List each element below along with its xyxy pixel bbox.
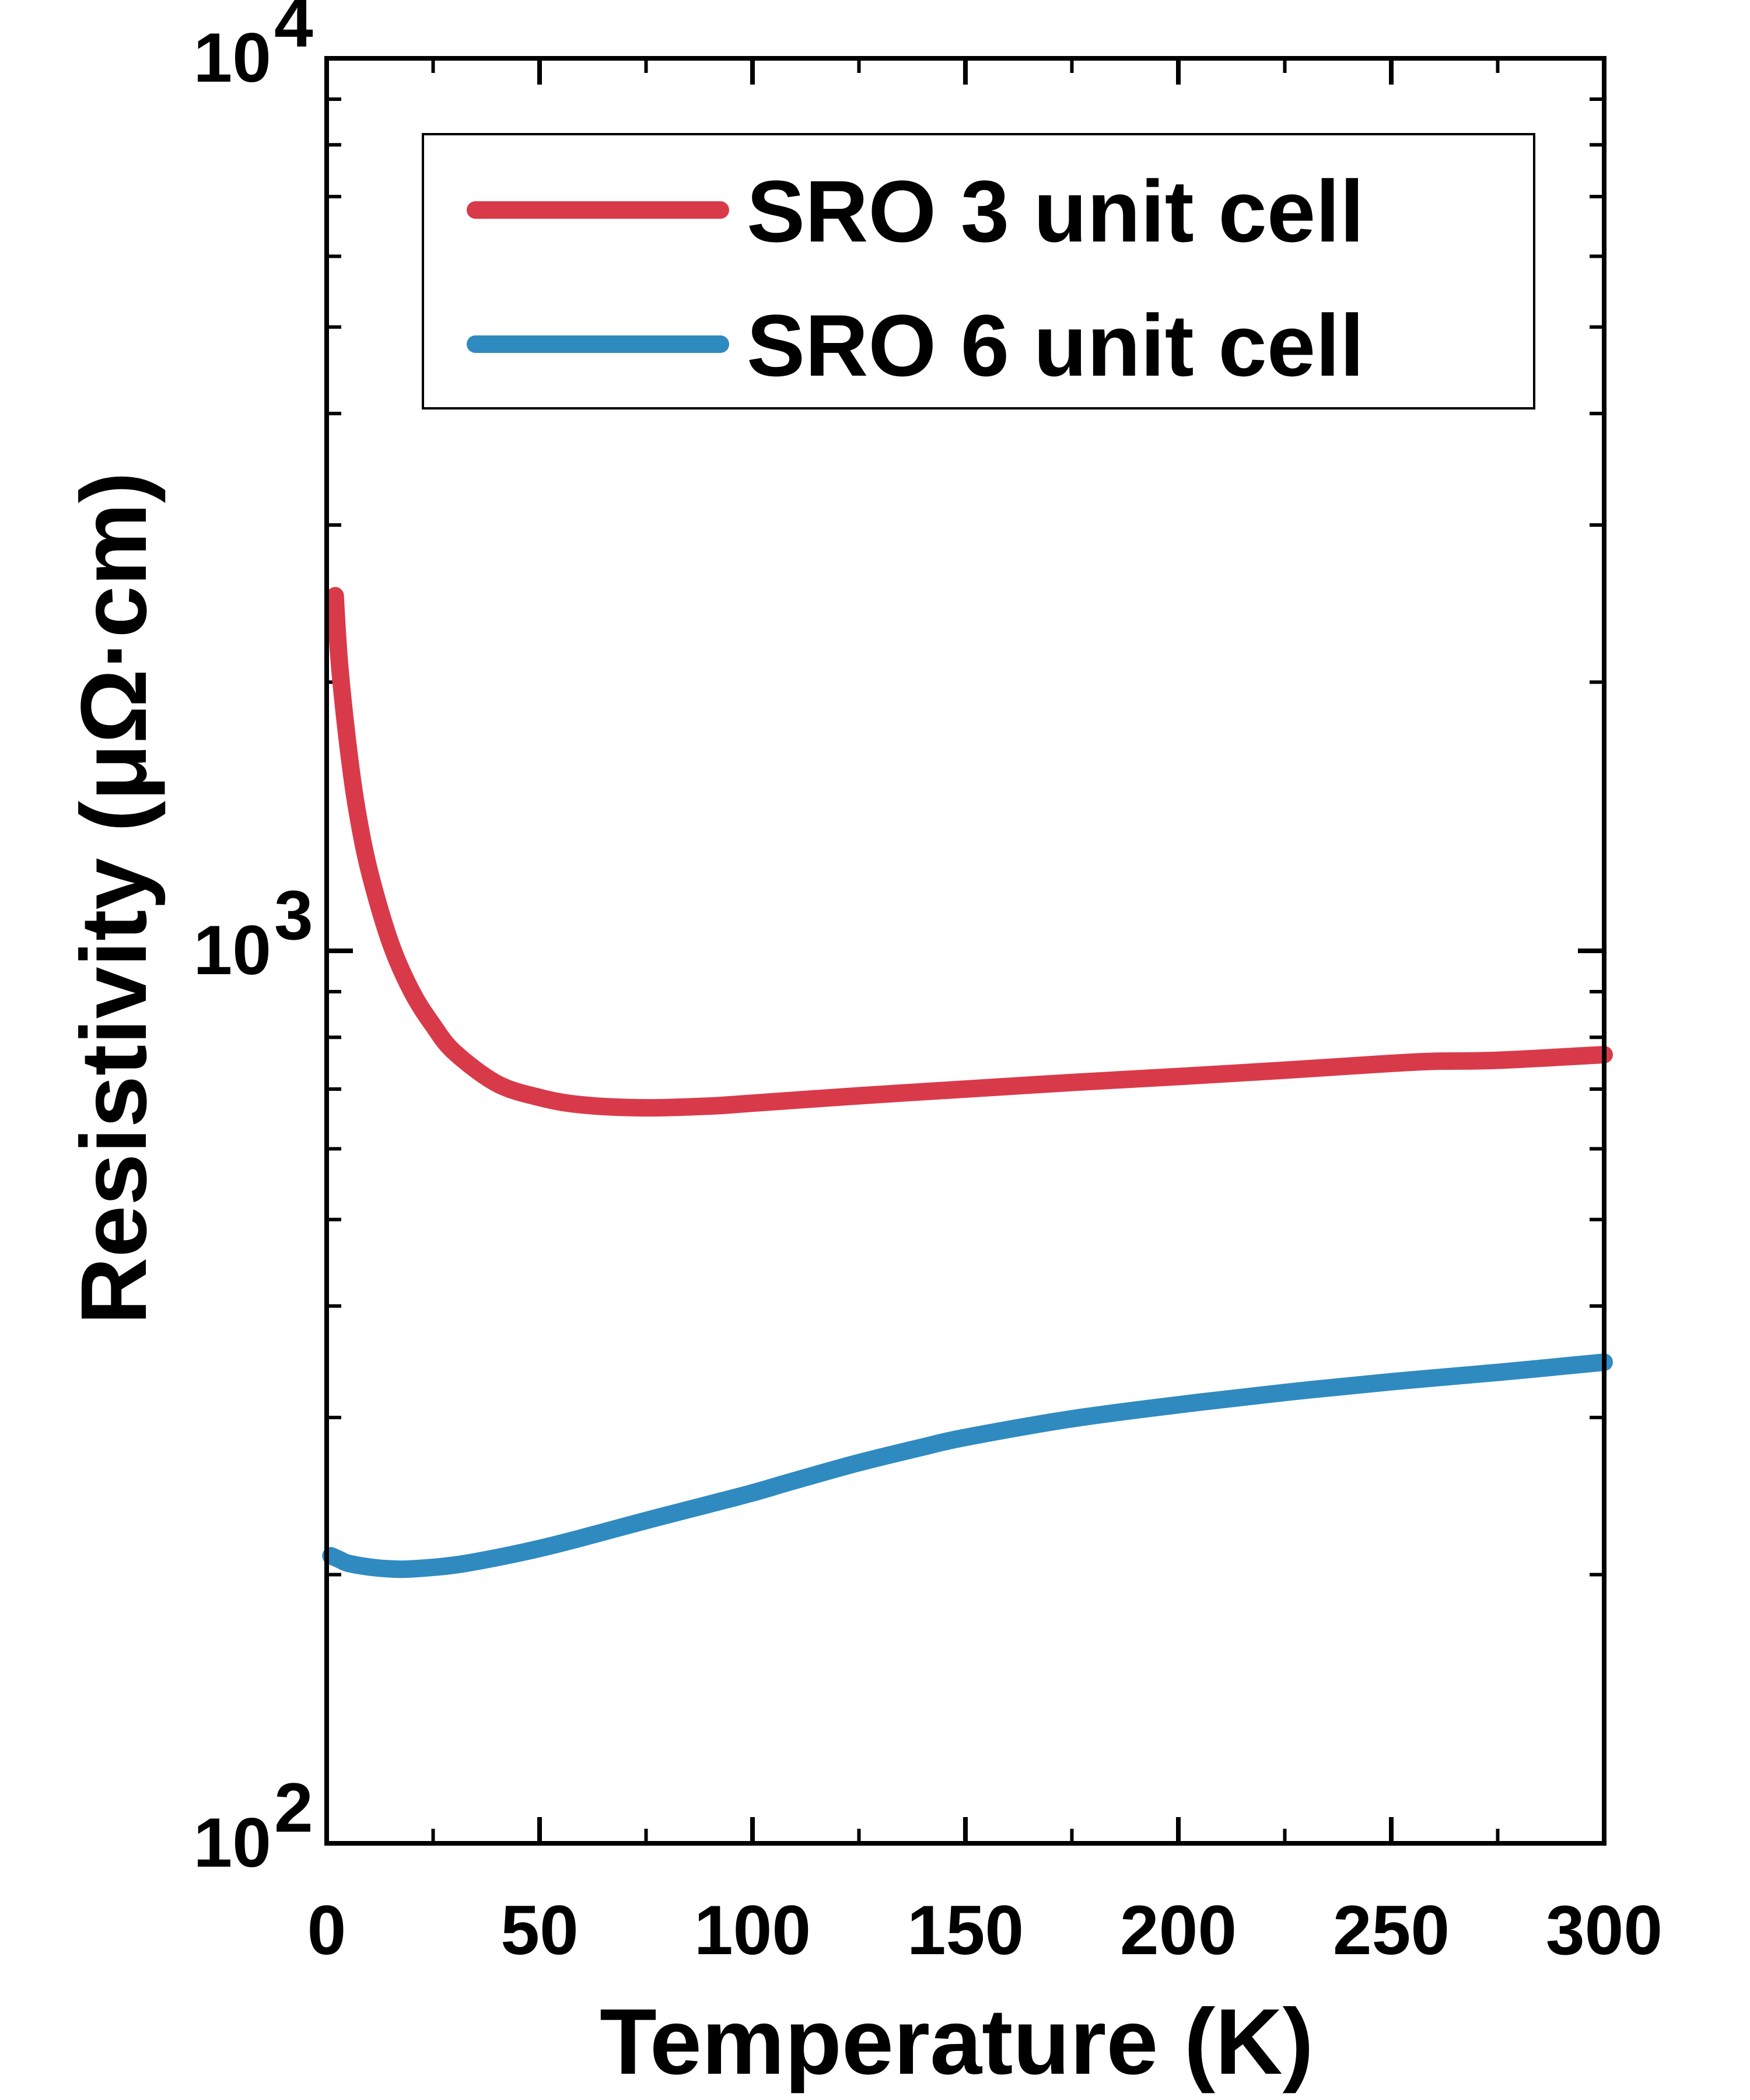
x-tick-label: 0 bbox=[307, 1891, 346, 1969]
y-tick-exponent: 4 bbox=[274, 0, 313, 62]
x-axis-title: Temperature (K) bbox=[600, 1989, 1314, 2094]
x-tick-label: 250 bbox=[1333, 1891, 1450, 1969]
y-tick-label: 10 bbox=[194, 19, 271, 97]
series-line-sro-3 bbox=[326, 587, 1613, 1117]
y-axis-title: Resistivity (μΩ·cm) bbox=[61, 472, 166, 1325]
plot-frame bbox=[324, 56, 1606, 1846]
legend-label-sro-6: SRO 6 unit cell bbox=[747, 296, 1364, 394]
series-line-sro-6 bbox=[322, 1353, 1613, 1578]
legend: SRO 3 unit cell SRO 6 unit cell bbox=[422, 133, 1535, 410]
legend-label-sro-3: SRO 3 unit cell bbox=[747, 162, 1364, 260]
x-tick-label: 100 bbox=[694, 1891, 811, 1969]
x-tick-labels: 0 50 100 150 200 250 300 bbox=[307, 1891, 1662, 1969]
y-tick-label: 10 bbox=[194, 911, 271, 989]
x-tick-label: 200 bbox=[1120, 1891, 1237, 1969]
x-tick-label: 50 bbox=[501, 1891, 578, 1969]
y-tick-exponent: 3 bbox=[274, 876, 313, 954]
y-tick-label: 10 bbox=[194, 1804, 271, 1882]
series-layer bbox=[322, 587, 1613, 1578]
legend-box bbox=[422, 133, 1535, 410]
y-tick-exponent: 2 bbox=[274, 1769, 313, 1847]
x-tick-label: 300 bbox=[1546, 1891, 1662, 1969]
x-tick-label: 150 bbox=[907, 1891, 1024, 1969]
